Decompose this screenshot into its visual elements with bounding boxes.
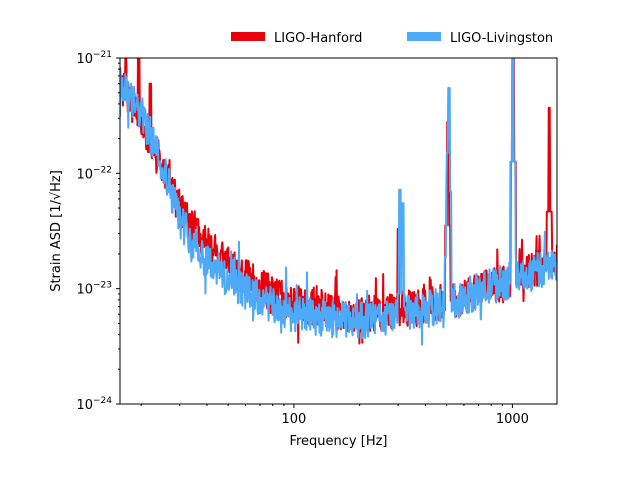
series-line-0	[120, 58, 557, 345]
series-layer	[120, 58, 557, 346]
y-axis-label: Strain ASD [1/√Hz]	[49, 170, 64, 292]
series-line-1	[120, 58, 557, 346]
y-tick-label: 10−23	[76, 281, 112, 298]
legend-label-0: LIGO-Hanford	[274, 31, 362, 46]
x-tick-label: 100	[281, 412, 306, 427]
plot-frame	[119, 57, 558, 405]
y-tick-label: 10−21	[76, 50, 112, 67]
legend: LIGO-Hanford LIGO-Livingston	[231, 31, 553, 46]
legend-swatch-0	[231, 32, 265, 41]
x-tick-label: 1000	[496, 412, 529, 427]
y-tick-label: 10−24	[76, 396, 112, 413]
x-axis-label: Frequency [Hz]	[289, 434, 387, 449]
y-axis: 10−24 10−23 10−22 10−21	[76, 50, 120, 413]
y-tick-label: 10−22	[76, 165, 112, 182]
legend-label-1: LIGO-Livingston	[450, 31, 553, 46]
x-axis: 100 1000	[140, 404, 529, 427]
legend-swatch-1	[407, 32, 441, 41]
